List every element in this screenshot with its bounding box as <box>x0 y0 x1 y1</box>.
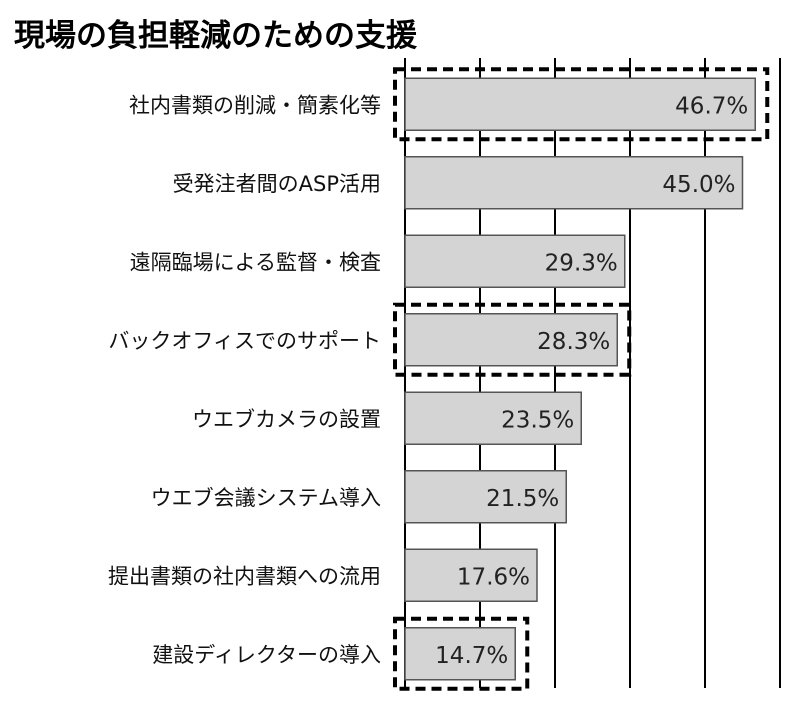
bar-8 <box>404 627 516 681</box>
bar-7 <box>404 548 538 602</box>
category-label-8: 建設ディレクターの導入 <box>152 643 381 667</box>
category-label-4: バックオフィスでのサポート <box>108 329 381 353</box>
chart-title: 現場の負担軽減のための支援 <box>14 18 417 54</box>
category-label-6: ウエブ会議システム導入 <box>151 486 381 510</box>
category-label-1: 社内書類の削減・簡素化等 <box>129 93 381 117</box>
value-label-1: 46.7% <box>675 93 748 119</box>
category-label-3: 遠隔臨場による監督・検査 <box>130 250 381 274</box>
highlight-box-1 <box>393 67 770 142</box>
bar-6 <box>404 470 567 524</box>
bar-3 <box>404 234 626 288</box>
value-label-5: 23.5% <box>501 407 574 433</box>
value-label-3: 29.3% <box>545 250 618 276</box>
bar-2 <box>404 156 744 210</box>
category-label-5: ウエブカメラの設置 <box>192 407 381 431</box>
value-label-7: 17.6% <box>457 564 530 590</box>
bar-1 <box>404 77 756 131</box>
highlight-box-4 <box>393 302 632 377</box>
value-label-4: 28.3% <box>537 329 610 355</box>
bar-5 <box>404 391 582 445</box>
bar-4 <box>404 313 618 367</box>
value-label-6: 21.5% <box>486 486 559 512</box>
value-label-8: 14.7% <box>435 643 508 669</box>
category-label-7: 提出書類の社内書類への流用 <box>108 564 381 588</box>
value-label-2: 45.0% <box>662 172 735 198</box>
category-label-2: 受発注者間のASP活用 <box>173 172 381 196</box>
highlight-box-8 <box>393 616 530 691</box>
